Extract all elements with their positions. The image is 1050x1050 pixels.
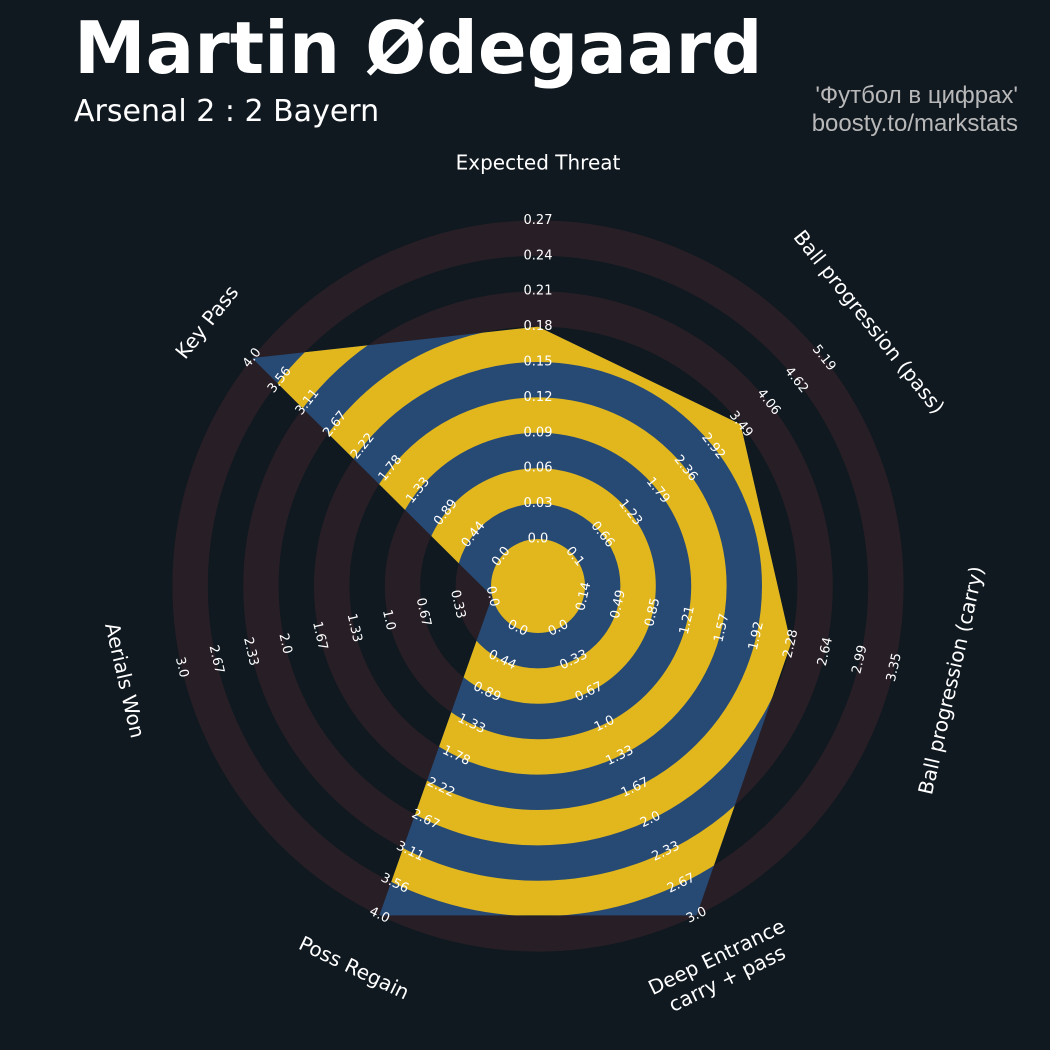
tick-label: 0.24 xyxy=(524,248,553,263)
background-ring xyxy=(172,220,904,952)
credit-line-2: boosty.to/markstats xyxy=(811,110,1018,137)
tick-label: 0.49 xyxy=(608,589,629,621)
tick-label: 0.18 xyxy=(524,319,553,334)
tick-label: 0.09 xyxy=(524,425,553,440)
tick-label: 0.85 xyxy=(642,596,663,628)
tick-label: 0.14 xyxy=(573,581,594,613)
tick-label: 2.67 xyxy=(206,644,227,676)
tick-label: 0.0 xyxy=(483,585,502,609)
chart-title: Martin Ødegaard xyxy=(74,6,763,90)
axis-label: Deep Entrancecarry + pass xyxy=(644,914,799,1022)
tick-label: 2.0 xyxy=(275,632,294,656)
tick-label: 2.33 xyxy=(240,636,261,668)
tick-label: 1.21 xyxy=(677,604,698,636)
tick-label: 0.33 xyxy=(447,589,468,621)
tick-label: 1.57 xyxy=(711,612,732,644)
chart-subtitle: Arsenal 2 : 2 Bayern xyxy=(74,94,380,129)
tick-label: 3.35 xyxy=(884,652,905,684)
tick-label: 3.0 xyxy=(172,656,191,680)
tick-label: 1.0 xyxy=(379,608,398,632)
axis-label: Ball progression (carry) xyxy=(913,564,989,797)
tick-label: 0.03 xyxy=(524,496,553,511)
credit-line-1: 'Футбол в цифрах' xyxy=(815,82,1018,109)
tick-label: 2.28 xyxy=(780,628,801,660)
tick-label: 0.06 xyxy=(524,461,553,476)
accent-center-disc xyxy=(491,539,585,633)
axis-label: Poss Regain xyxy=(295,931,413,1004)
axis-label: Aerials Won xyxy=(100,620,150,740)
tick-label: 0.67 xyxy=(413,596,434,628)
tick-label: 0.15 xyxy=(524,355,553,370)
axis-label: Expected Threat xyxy=(456,150,621,174)
tick-label: 0.0 xyxy=(528,532,549,547)
accent-ring xyxy=(252,326,791,916)
tick-label: 1.67 xyxy=(309,620,330,652)
tick-label: 0.27 xyxy=(524,213,553,228)
tick-label: 0.21 xyxy=(524,284,553,299)
tick-label: 0.12 xyxy=(524,390,553,405)
tick-label: 2.99 xyxy=(849,644,870,676)
axis-label: Key Pass xyxy=(170,280,243,363)
tick-label: 1.92 xyxy=(746,620,767,652)
tick-label: 1.33 xyxy=(344,612,365,644)
tick-label: 2.64 xyxy=(815,636,836,668)
